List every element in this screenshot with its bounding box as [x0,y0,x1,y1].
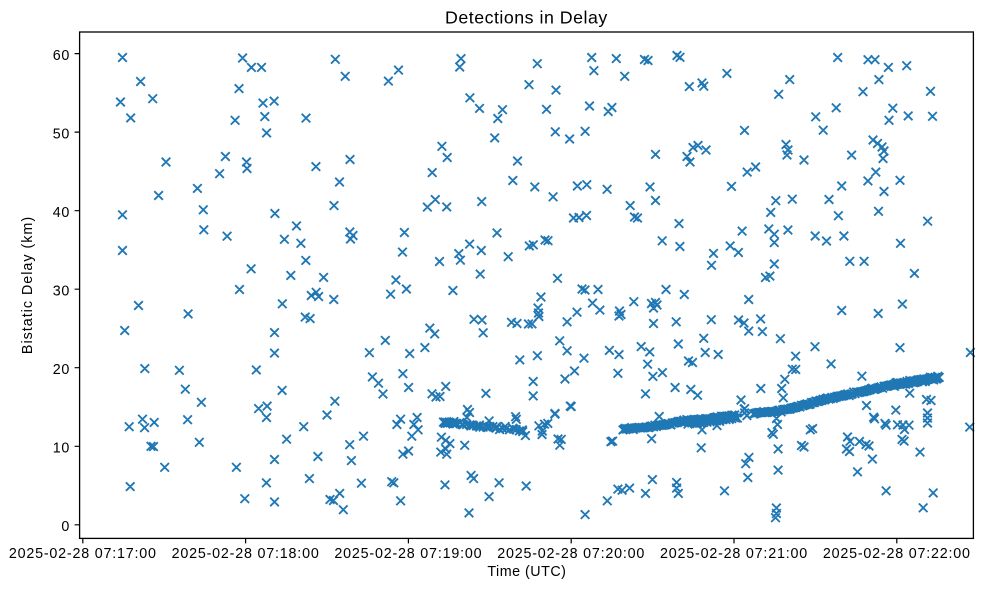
svg-text:2025-02-28 07:18:00: 2025-02-28 07:18:00 [172,546,320,562]
svg-text:2025-02-28 07:22:00: 2025-02-28 07:22:00 [823,546,971,562]
svg-text:20: 20 [53,362,70,378]
svg-text:2025-02-28 07:20:00: 2025-02-28 07:20:00 [497,546,645,562]
svg-text:0: 0 [61,519,70,535]
svg-text:40: 40 [53,205,70,221]
svg-text:2025-02-28 07:21:00: 2025-02-28 07:21:00 [660,546,808,562]
svg-text:2025-02-28 07:19:00: 2025-02-28 07:19:00 [334,546,482,562]
svg-text:Time (UTC): Time (UTC) [487,564,566,580]
svg-text:2025-02-28 07:17:00: 2025-02-28 07:17:00 [9,546,157,562]
svg-text:60: 60 [53,48,70,64]
svg-text:10: 10 [53,441,70,457]
svg-text:50: 50 [53,126,70,142]
svg-text:Bistatic Delay (km): Bistatic Delay (km) [20,216,36,354]
svg-text:Detections in Delay: Detections in Delay [445,7,608,27]
svg-text:30: 30 [53,284,70,300]
